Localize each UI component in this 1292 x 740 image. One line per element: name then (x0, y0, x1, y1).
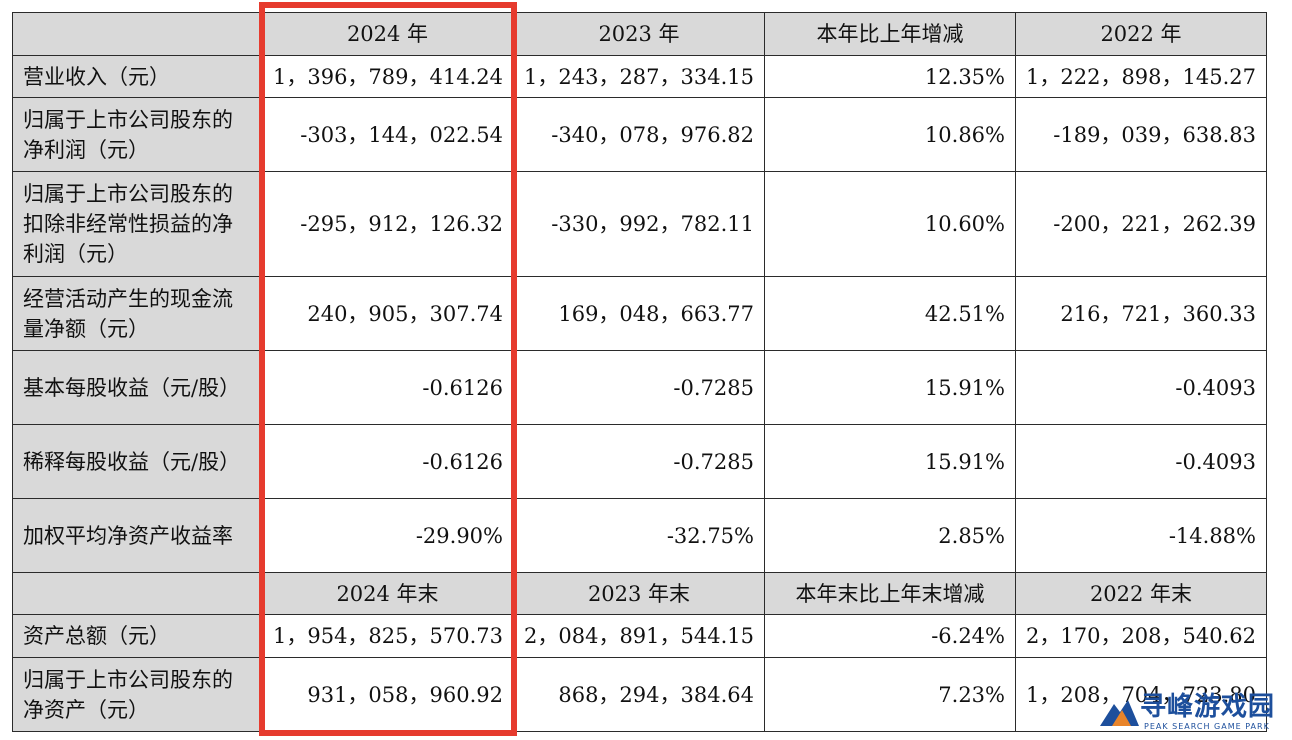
cell-value: 169，048，663.77 (513, 276, 765, 351)
header-cell-2022: 2022 年 (1015, 12, 1267, 56)
cell-value: 12.35% (764, 55, 1016, 98)
cell-value: 42.51% (764, 276, 1016, 351)
table-row: 归属于上市公司股东的净资产（元） 931，058，960.92 868，294，… (12, 657, 1267, 732)
header-cell-change: 本年比上年增减 (764, 12, 1016, 56)
cell-value: -0.6126 (261, 350, 514, 425)
watermark-text: 寻峰游戏园 (1140, 692, 1276, 722)
row-label: 归属于上市公司股东的净资产（元） (12, 657, 262, 732)
table-row: 归属于上市公司股东的扣除非经常性损益的净利润（元） -295，912，126.3… (12, 171, 1267, 277)
header-cell-2024: 2024 年 (261, 12, 514, 56)
row-label: 归属于上市公司股东的扣除非经常性损益的净利润（元） (12, 171, 262, 277)
table-header-row: 2024 年 2023 年 本年比上年增减 2022 年 (12, 12, 1267, 56)
subheader-cell-2023-end: 2023 年末 (513, 572, 765, 615)
cell-value: -29.90% (261, 498, 514, 573)
cell-value: -0.7285 (513, 424, 765, 499)
table-row: 归属于上市公司股东的净利润（元） -303，144，022.54 -340，07… (12, 97, 1267, 172)
cell-value: 10.60% (764, 171, 1016, 277)
table-row: 稀释每股收益（元/股） -0.6126 -0.7285 15.91% -0.40… (12, 424, 1267, 499)
mountain-icon (1100, 700, 1139, 726)
cell-value: 7.23% (764, 657, 1016, 732)
row-label: 营业收入（元） (12, 55, 262, 98)
cell-value: 2，084，891，544.15 (513, 614, 765, 658)
subheader-cell-2024-end: 2024 年末 (261, 572, 514, 615)
table-subheader-row: 2024 年末 2023 年末 本年末比上年末增减 2022 年末 (12, 572, 1267, 615)
header-cell-2023: 2023 年 (513, 12, 765, 56)
subheader-cell-2022-end: 2022 年末 (1015, 572, 1267, 615)
subheader-cell-blank (12, 572, 262, 615)
cell-value: -200，221，262.39 (1015, 171, 1267, 277)
cell-value: -0.7285 (513, 350, 765, 425)
cell-value: 15.91% (764, 424, 1016, 499)
table-row: 营业收入（元） 1，396，789，414.24 1，243，287，334.1… (12, 55, 1267, 98)
cell-value: 10.86% (764, 97, 1016, 172)
row-label: 稀释每股收益（元/股） (12, 424, 262, 499)
cell-value: -0.4093 (1015, 424, 1267, 499)
cell-value: 1，222，898，145.27 (1015, 55, 1267, 98)
cell-value: 240，905，307.74 (261, 276, 514, 351)
cell-value: 1，243，287，334.15 (513, 55, 765, 98)
cell-value: -303，144，022.54 (261, 97, 514, 172)
cell-value: 1，208，704，723.80 (1015, 657, 1267, 732)
cell-value: -0.4093 (1015, 350, 1267, 425)
row-label: 归属于上市公司股东的净利润（元） (12, 97, 262, 172)
cell-value: 1，954，825，570.73 (261, 614, 514, 658)
cell-value: -14.88% (1015, 498, 1267, 573)
table-row: 加权平均净资产收益率 -29.90% -32.75% 2.85% -14.88% (12, 498, 1267, 573)
cell-value: -6.24% (764, 614, 1016, 658)
row-label: 基本每股收益（元/股） (12, 350, 262, 425)
cell-value: 868，294，384.64 (513, 657, 765, 732)
cell-value: -32.75% (513, 498, 765, 573)
cell-value: -295，912，126.32 (261, 171, 514, 277)
cell-value: 2.85% (764, 498, 1016, 573)
table-row: 基本每股收益（元/股） -0.6126 -0.7285 15.91% -0.40… (12, 350, 1267, 425)
cell-value: -189，039，638.83 (1015, 97, 1267, 172)
subheader-cell-change: 本年末比上年末增减 (764, 572, 1016, 615)
row-label: 加权平均净资产收益率 (12, 498, 262, 573)
cell-value: 1，396，789，414.24 (261, 55, 514, 98)
financial-summary-table: 2024 年 2023 年 本年比上年增减 2022 年 营业收入（元） 1，3… (12, 12, 1267, 732)
cell-value: -0.6126 (261, 424, 514, 499)
row-label: 资产总额（元） (12, 614, 262, 658)
row-label: 经营活动产生的现金流量净额（元） (12, 276, 262, 351)
table-row: 经营活动产生的现金流量净额（元） 240，905，307.74 169，048，… (12, 276, 1267, 351)
cell-value: -330，992，782.11 (513, 171, 765, 277)
header-cell-blank (12, 12, 262, 56)
cell-value: 2，170，208，540.62 (1015, 614, 1267, 658)
table-row: 资产总额（元） 1，954，825，570.73 2，084，891，544.1… (12, 614, 1267, 658)
watermark-subtext: PEAK SEARCH GAME PARK (1144, 722, 1270, 731)
cell-value: 15.91% (764, 350, 1016, 425)
watermark-logo: 寻峰游戏园 PEAK SEARCH GAME PARK (1098, 692, 1284, 736)
cell-value: 931，058，960.92 (261, 657, 514, 732)
cell-value: 216，721，360.33 (1015, 276, 1267, 351)
cell-value: -340，078，976.82 (513, 97, 765, 172)
